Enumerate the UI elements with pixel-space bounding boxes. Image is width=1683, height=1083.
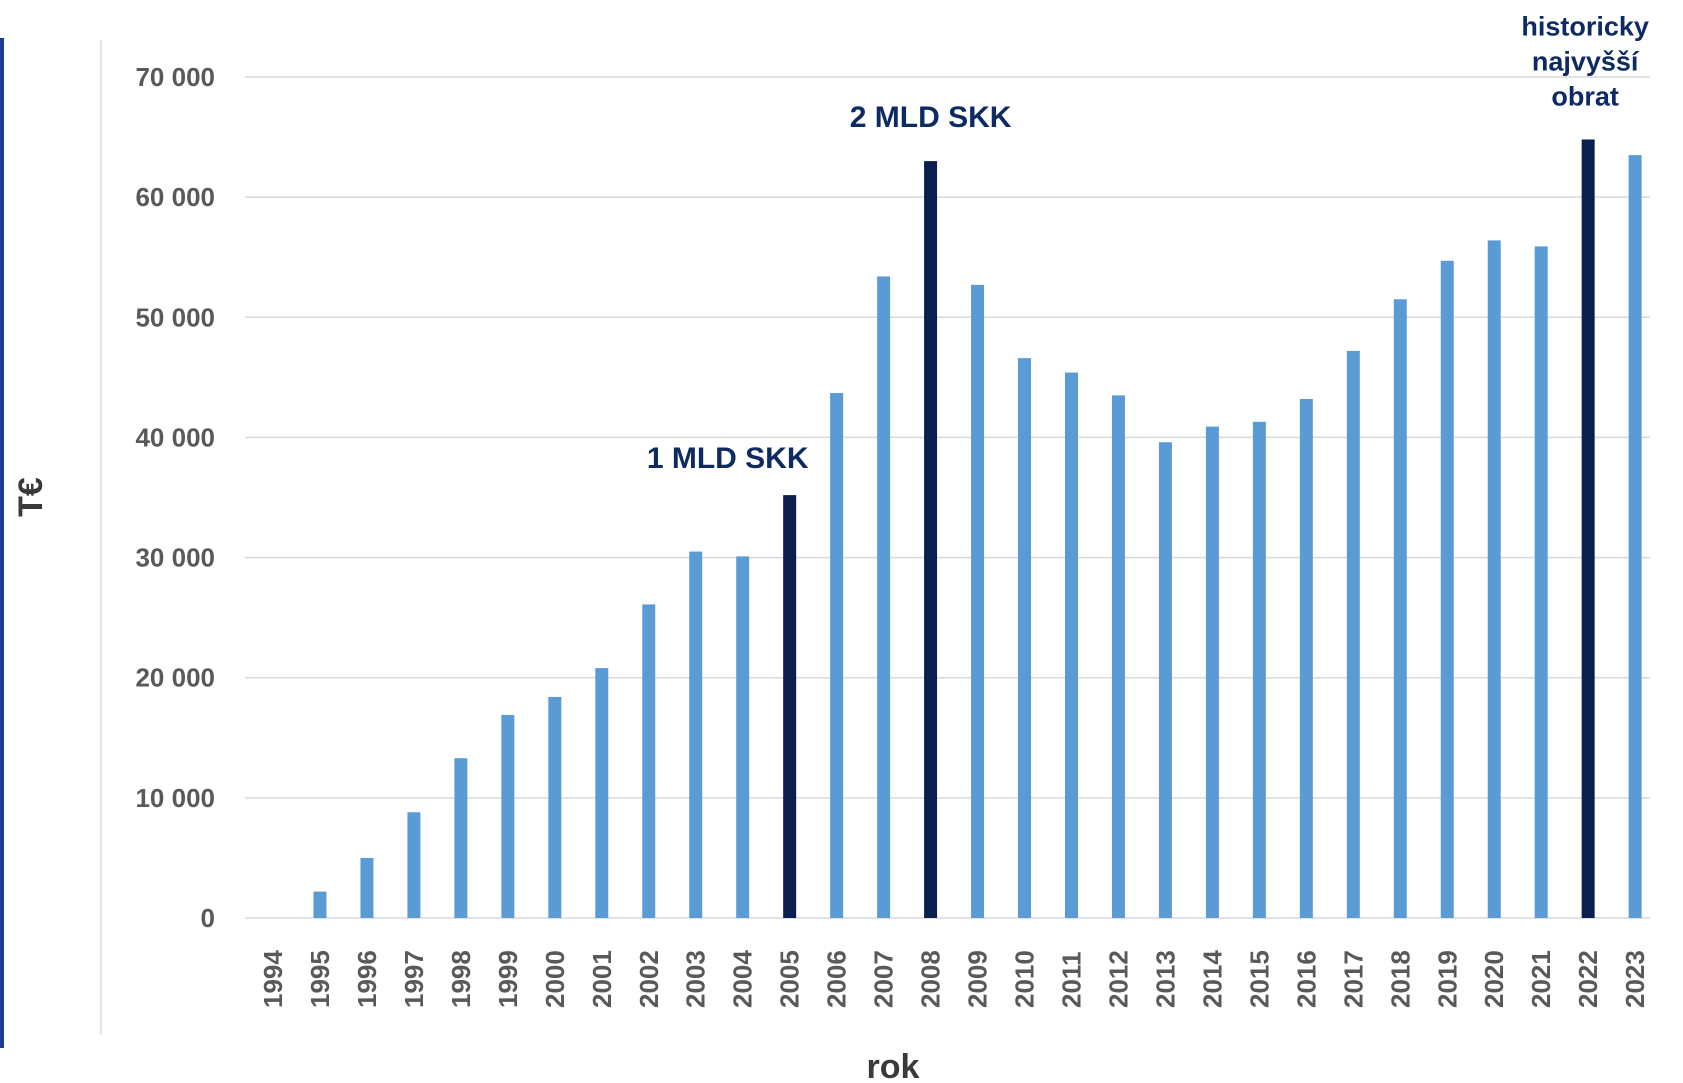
y-tick-label: 0: [201, 903, 215, 933]
x-tick-label: 2016: [1291, 950, 1321, 1008]
x-tick-label: 2007: [869, 950, 899, 1008]
x-tick-label: 2015: [1244, 950, 1274, 1008]
y-tick-label: 50 000: [135, 302, 215, 332]
y-tick-label: 70 000: [135, 62, 215, 92]
bar-2020: [1487, 240, 1501, 918]
bar-2006: [830, 392, 844, 918]
x-tick-label: 2017: [1338, 950, 1368, 1008]
bar-1997: [407, 812, 421, 918]
x-tick-label: 2008: [916, 950, 946, 1008]
bar-2019: [1440, 260, 1454, 918]
x-tick-label: 2020: [1479, 950, 1509, 1008]
bar-2013: [1158, 442, 1172, 918]
x-tick-label: 2022: [1573, 950, 1603, 1008]
y-tick-label: 60 000: [135, 182, 215, 212]
x-tick-label: 2018: [1385, 950, 1415, 1008]
y-tick-label: 30 000: [135, 543, 215, 573]
x-tick-label: 2013: [1150, 950, 1180, 1008]
bar-2000: [548, 696, 562, 918]
x-tick-label: 2004: [728, 950, 758, 1008]
bar-2005: [783, 495, 797, 918]
bar-2008: [924, 161, 938, 919]
x-tick-label: 2003: [681, 950, 711, 1008]
x-tick-label: 2010: [1010, 950, 1040, 1008]
y-tick-label: 10 000: [135, 783, 215, 813]
x-tick-label: 1998: [446, 950, 476, 1008]
bar-1996: [360, 857, 374, 918]
bar-2015: [1252, 421, 1266, 918]
x-tick-label: 1997: [399, 950, 429, 1008]
bar-1995: [313, 891, 327, 918]
x-tick-label: 2014: [1197, 950, 1227, 1008]
bars: [313, 139, 1642, 919]
bar-2010: [1018, 358, 1032, 918]
annotation-2005: 1 MLD SKK: [647, 442, 809, 475]
bar-2002: [642, 604, 656, 918]
x-tick-label: 2001: [587, 950, 617, 1008]
x-tick-label: 2009: [963, 950, 993, 1008]
x-tick-label: 2002: [634, 950, 664, 1008]
y-tick-labels: 0 10 000 20 000 30 000 40 000 50 000 60 000 70 …: [135, 62, 215, 933]
x-tick-label: 2021: [1526, 950, 1556, 1008]
x-tick-label: 1995: [305, 950, 335, 1008]
y-axis-title: T€: [12, 477, 50, 517]
bar-2003: [689, 551, 703, 918]
annotation-2022-line: najvyšší: [1532, 46, 1640, 76]
bar-2023: [1628, 155, 1642, 919]
x-tick-label: 2005: [775, 950, 805, 1008]
bar-1998: [454, 758, 468, 918]
x-tick-label: 2000: [540, 950, 570, 1008]
bar-2011: [1064, 372, 1078, 919]
bar-2001: [595, 668, 609, 918]
bar-2007: [877, 276, 891, 918]
x-tick-label: 2023: [1620, 950, 1650, 1008]
bar-2021: [1534, 246, 1548, 918]
annotation-2022-line: historicky: [1521, 11, 1649, 41]
bar-2012: [1111, 395, 1125, 919]
annotations: 1 MLD SKK 2 MLD SKK historicky najvyšší obra…: [647, 11, 1649, 475]
bar-2017: [1346, 350, 1360, 918]
x-tick-labels: 1994 1995 1996 1997 1998 1999 2000 2001 2002 2003…: [258, 950, 1650, 1008]
y-tick-label: 20 000: [135, 663, 215, 693]
bar-2014: [1205, 426, 1219, 918]
bar-2022: [1581, 139, 1595, 918]
bar-2018: [1393, 299, 1407, 918]
x-axis-title: rok: [867, 1048, 920, 1083]
x-tick-label: 2019: [1432, 950, 1462, 1008]
left-accent-bar: [0, 38, 4, 1048]
bar-2004: [736, 556, 750, 918]
x-tick-label: 1994: [258, 950, 288, 1008]
x-tick-label: 2011: [1056, 952, 1086, 1008]
x-tick-label: 1996: [352, 950, 382, 1008]
x-tick-label: 2012: [1103, 950, 1133, 1008]
x-tick-label: 1999: [493, 950, 523, 1008]
bar-2009: [971, 284, 985, 918]
x-tick-label: 2006: [822, 950, 852, 1008]
y-tick-label: 40 000: [135, 422, 215, 452]
annotation-2022-line: obrat: [1551, 81, 1619, 111]
annotation-2008: 2 MLD SKK: [850, 101, 1012, 134]
gridlines: [245, 76, 1650, 919]
bar-2016: [1299, 398, 1313, 918]
bar-1999: [501, 714, 515, 918]
